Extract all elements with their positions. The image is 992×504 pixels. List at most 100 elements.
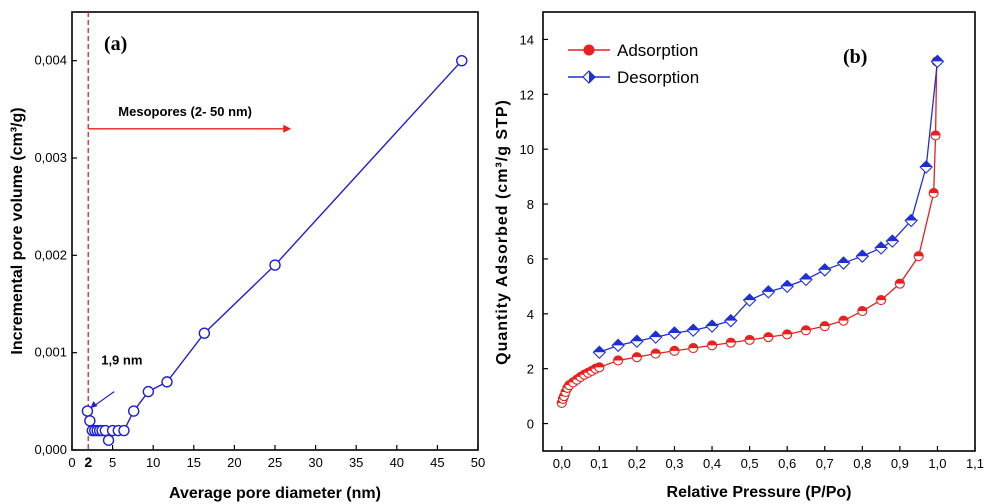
chart-a-x-tick-label: 15 <box>187 455 201 470</box>
legend-adsorption-label: Adsorption <box>617 41 698 60</box>
panel-b-label: (b) <box>843 46 867 68</box>
chart-a-y-axis-label: Incremental pore volume (cm³/g) <box>9 107 26 354</box>
pore-volume-point <box>456 54 468 67</box>
chart-b-y-axis-label: Quantity Adsorbed (cm³/g STP) <box>494 99 511 365</box>
chart-a-x-axis-label: Average pore diameter (nm) <box>169 485 381 502</box>
adsorption-points <box>556 56 942 409</box>
legend-desorption-marker <box>582 70 596 84</box>
legend-desorption-label: Desorption <box>617 68 699 87</box>
chart-b: 0,0 0,1 0,2 0,3 0,4 0,5 0,6 0,7 0,8 0,9 1,0 1,1 0 2 4… <box>494 11 984 501</box>
desorption-point <box>648 330 663 344</box>
chart-b-y-tick-label: 14 <box>520 32 534 47</box>
panel-a-label: (a) <box>104 33 127 55</box>
adsorption-point <box>594 362 605 373</box>
chart-b-x-tick-label: 0,9 <box>891 456 909 471</box>
pore-volume-point <box>81 405 94 417</box>
adsorption-point <box>876 295 887 306</box>
pore-size-pointer-head <box>90 401 98 409</box>
pore-volume-point <box>161 376 173 388</box>
chart-a-y-tick-label: 0,001 <box>34 345 67 360</box>
desorption-point <box>885 234 900 248</box>
chart-a-x-ticks: 0 5 10 15 20 25 30 35 40 45 50 <box>68 445 485 470</box>
adsorption-point <box>857 306 868 317</box>
adsorption-point <box>782 329 793 340</box>
chart-b-x-tick-label: 0,3 <box>665 456 683 471</box>
adsorption-point <box>631 352 642 363</box>
pore-volume-point <box>198 327 211 339</box>
desorption-point <box>817 263 832 277</box>
pore-volume-point <box>84 415 96 427</box>
adsorption-point <box>763 332 774 343</box>
adsorption-point <box>838 315 849 326</box>
chart-b-x-tick-label: 0,2 <box>628 456 646 471</box>
chart-a-x-tick-label: 20 <box>227 455 241 470</box>
pore-volume-points <box>81 54 468 446</box>
desorption-point <box>705 319 719 333</box>
chart-a-x-tick-label: 10 <box>146 455 160 470</box>
mesopore-boundary-label: 2 <box>84 454 92 470</box>
legend-adsorption-marker <box>583 44 595 56</box>
chart-a-y-ticks: 0,000 0,001 0,002 0,003 0,004 <box>34 53 77 457</box>
chart-b-y-ticks: 0 2 4 6 8 10 12 14 <box>520 32 548 432</box>
adsorption-point <box>669 345 680 356</box>
chart-b-legend: Adsorption Desorption <box>568 41 699 87</box>
chart-b-x-axis-label: Relative Pressure (P/Po) <box>667 484 852 501</box>
desorption-point <box>919 160 933 174</box>
chart-a-x-tick-label: 50 <box>471 455 485 470</box>
chart-a-x-tick-label: 35 <box>349 455 363 470</box>
chart-b-x-tick-label: 0,4 <box>703 456 721 471</box>
pore-size-annotation: 1,9 nm <box>101 352 142 367</box>
chart-a-x-tick-label: 0 <box>68 455 75 470</box>
pore-volume-point <box>142 385 155 398</box>
chart-a-y-tick-label: 0,002 <box>34 247 67 262</box>
adsorption-point <box>744 334 755 345</box>
chart-b-x-tick-label: 0,7 <box>816 456 834 471</box>
chart-a-frame <box>71 11 479 451</box>
desorption-point <box>667 326 682 340</box>
desorption-point <box>761 285 776 299</box>
pore-volume-point <box>269 259 281 271</box>
pore-volume-point <box>118 424 130 437</box>
desorption-point <box>592 345 607 360</box>
chart-b-y-tick-label: 8 <box>527 197 534 212</box>
desorption-point <box>930 54 945 69</box>
adsorption-point <box>928 188 939 199</box>
chart-a-x-tick-label: 30 <box>308 455 322 470</box>
adsorption-point <box>688 343 699 354</box>
mesopores-arrowhead <box>283 124 292 133</box>
mesopores-annotation: Mesopores (2- 50 nm) <box>118 104 252 119</box>
adsorption-point <box>706 340 718 351</box>
adsorption-point <box>819 321 830 332</box>
chart-b-x-tick-label: 1,0 <box>928 456 946 471</box>
desorption-point <box>724 313 738 328</box>
chart-b-x-tick-label: 0,0 <box>553 456 571 471</box>
desorption-point <box>780 279 794 294</box>
desorption-point <box>904 213 918 228</box>
adsorption-point <box>613 355 624 366</box>
chart-b-y-tick-label: 6 <box>527 252 534 267</box>
pore-volume-point <box>102 434 115 446</box>
desorption-point <box>686 323 701 338</box>
chart-b-y-tick-label: 4 <box>527 307 534 322</box>
adsorption-point <box>930 130 941 141</box>
desorption-point <box>799 272 813 287</box>
chart-b-y-tick-label: 10 <box>520 142 534 157</box>
chart-b-x-tick-label: 0,8 <box>853 456 871 471</box>
desorption-points <box>592 54 945 360</box>
desorption-point <box>855 249 870 263</box>
chart-a-y-tick-label: 0,004 <box>34 53 67 68</box>
chart-a: 0 5 10 15 20 25 30 35 40 45 50 0,0000,0010,0020,00… <box>9 11 485 502</box>
desorption-line <box>599 61 939 353</box>
chart-b-x-tick-label: 0,5 <box>741 456 759 471</box>
desorption-point <box>836 256 851 270</box>
chart-a-x-tick-label: 25 <box>268 455 282 470</box>
adsorption-point <box>894 278 905 289</box>
chart-b-x-tick-label: 1,1 <box>966 456 984 471</box>
chart-b-y-tick-label: 12 <box>520 87 534 102</box>
adsorption-point <box>800 325 812 336</box>
desorption-point <box>611 338 625 353</box>
chart-b-y-tick-label: 2 <box>527 362 534 377</box>
desorption-point <box>874 241 888 255</box>
chart-b-x-tick-label: 0,1 <box>590 456 608 471</box>
